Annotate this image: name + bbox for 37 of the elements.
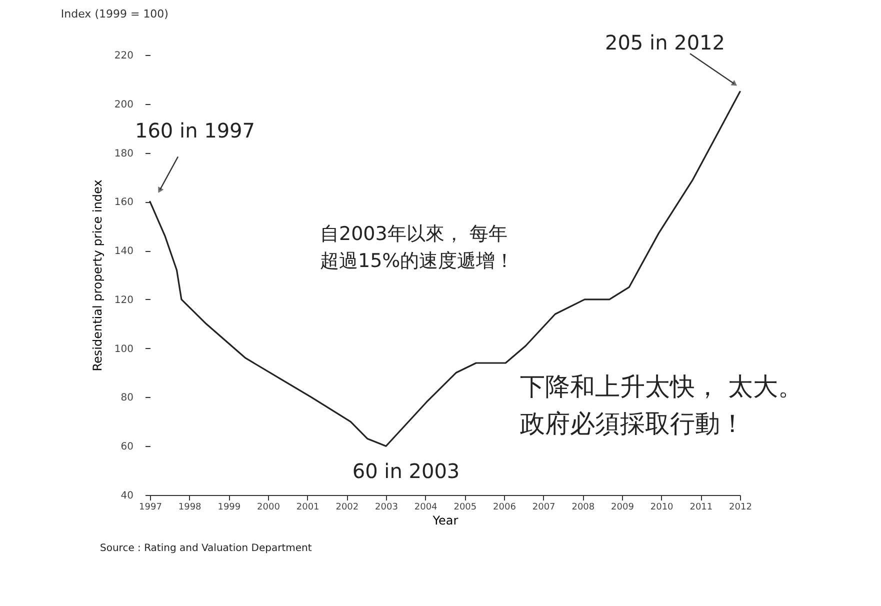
x-tick-label: 2005 bbox=[454, 502, 477, 512]
y-tick-label: 160 bbox=[114, 197, 134, 208]
x-tick-label: 2009 bbox=[611, 502, 634, 512]
annotation: 政府必須採取行動！ bbox=[520, 409, 745, 438]
x-tick-label: 2012 bbox=[729, 502, 752, 512]
annotation: 205 in 2012 bbox=[604, 30, 726, 55]
y-tick-label: 60 bbox=[120, 442, 134, 453]
x-tick-label: 1999 bbox=[218, 502, 241, 512]
x-tick-label: 2007 bbox=[532, 502, 556, 512]
x-tick-label: 2004 bbox=[414, 502, 438, 512]
x-tick-label: 2000 bbox=[257, 502, 280, 512]
annotation: 超過15%的速度遞增！ bbox=[320, 250, 514, 272]
annotation: 160 in 1997 bbox=[134, 118, 256, 143]
y-tick-label: 100 bbox=[114, 344, 134, 355]
x-tick-label: 2010 bbox=[650, 502, 674, 512]
x-tick-label: 2006 bbox=[493, 502, 516, 512]
y-tick-label: 180 bbox=[114, 148, 134, 160]
x-tick-label: 1997 bbox=[139, 502, 162, 512]
x-tick-label: 1998 bbox=[178, 502, 202, 512]
y-tick-label: 80 bbox=[120, 392, 134, 404]
x-tick-label: 2003 bbox=[375, 502, 398, 512]
x-tick-label: 2001 bbox=[296, 502, 320, 512]
y-tick-label: 140 bbox=[114, 246, 134, 258]
x-tick-label: 2008 bbox=[572, 502, 595, 512]
x-axis-title: Year bbox=[432, 514, 458, 528]
annotation: 自2003年以來， 每年 bbox=[320, 223, 508, 245]
annotation: 下降和上升太快， 太大。 bbox=[520, 372, 803, 401]
y-tick-label: 40 bbox=[120, 490, 134, 502]
annotation: 60 in 2003 bbox=[352, 459, 460, 484]
chart-title: Index (1999 = 100) bbox=[60, 8, 168, 21]
x-tick-label: 2002 bbox=[336, 502, 359, 512]
x-tick-label: 2011 bbox=[690, 502, 713, 512]
y-tick-label: 220 bbox=[114, 50, 134, 62]
y-tick-label: 120 bbox=[114, 294, 134, 306]
y-axis-title: Residential property price index bbox=[90, 180, 104, 372]
y-tick-label: 200 bbox=[114, 99, 134, 110]
source-note: Source : Rating and Valuation Department bbox=[100, 543, 312, 554]
